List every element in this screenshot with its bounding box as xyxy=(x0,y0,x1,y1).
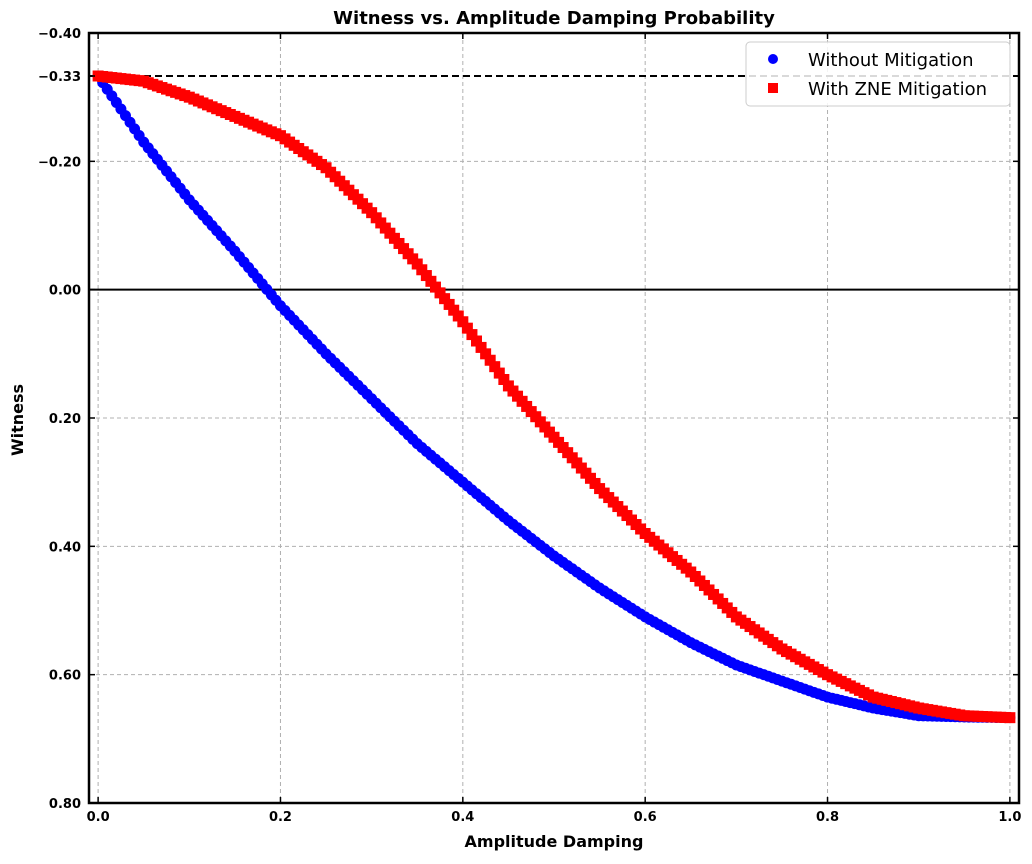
y-tick-label: −0.20 xyxy=(38,155,81,170)
x-tick-label: 1.0 xyxy=(998,810,1021,825)
series-without-mitigation xyxy=(92,70,1016,724)
data-point xyxy=(466,329,478,341)
data-point xyxy=(480,348,492,360)
x-axis-label: Amplitude Damping xyxy=(465,832,644,851)
legend: Without Mitigation With ZNE Mitigation xyxy=(745,41,1011,107)
y-tick-label: −0.40 xyxy=(38,27,81,42)
x-tick-label: 0.6 xyxy=(634,810,657,825)
legend-label-without-mitigation: Without Mitigation xyxy=(808,50,974,71)
y-tick-label: 0.80 xyxy=(49,797,81,812)
y-tick-label: 0.40 xyxy=(49,540,81,555)
data-point xyxy=(489,361,501,373)
data-point xyxy=(471,335,482,347)
data-point xyxy=(457,316,469,328)
data-point xyxy=(443,298,455,310)
data-point xyxy=(448,304,460,316)
x-tick-label: 0.0 xyxy=(87,810,110,825)
y-tick-label: 0.00 xyxy=(49,284,81,299)
data-point xyxy=(420,270,432,282)
data-point xyxy=(475,341,487,353)
x-tick-label: 0.2 xyxy=(269,810,292,825)
grid xyxy=(89,33,1019,803)
data-point xyxy=(484,354,496,366)
x-tick-label: 0.8 xyxy=(816,810,839,825)
data-point xyxy=(434,287,446,299)
data-point xyxy=(411,258,423,270)
x-tick-label: 0.4 xyxy=(451,810,474,825)
data-point xyxy=(425,275,437,287)
data-point xyxy=(416,264,428,276)
data-point xyxy=(493,367,505,379)
data-point xyxy=(498,374,510,385)
data-point xyxy=(439,293,451,305)
y-axis-label: Witness xyxy=(8,384,27,456)
y-tick-label: 0.60 xyxy=(49,669,81,684)
data-point xyxy=(452,310,464,322)
series-with-zne-mitigation xyxy=(92,70,1016,724)
y-tick-label: 0.20 xyxy=(49,412,81,427)
axis-ticks: 0.0 0.2 0.4 0.6 0.8 1.0 −0.40 −0.33 −0.20 0.00 0.2… xyxy=(38,27,1021,825)
chart-title: Witness vs. Amplitude Damping Probabilit… xyxy=(333,8,775,29)
legend-marker-with-zne xyxy=(768,83,778,93)
y-tick-label: −0.33 xyxy=(38,70,81,85)
data-point xyxy=(429,281,441,293)
legend-marker-without-mitigation xyxy=(768,54,778,64)
legend-label-with-zne: With ZNE Mitigation xyxy=(808,79,987,100)
data-point xyxy=(1004,712,1016,724)
legend-box xyxy=(745,41,1011,107)
data-points xyxy=(92,70,1016,724)
data-point xyxy=(461,322,473,334)
